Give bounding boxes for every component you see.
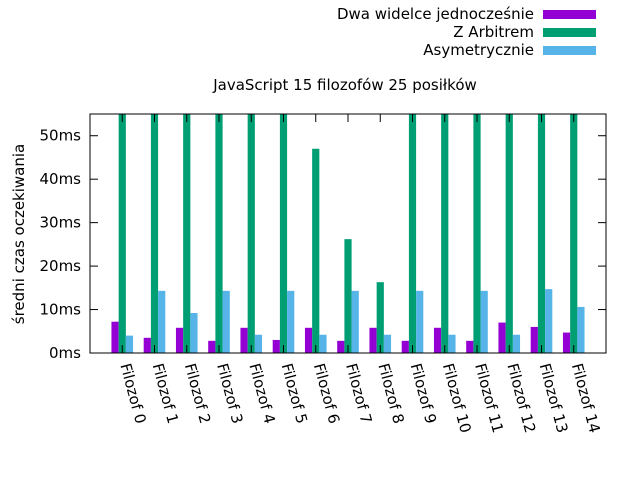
bar-2-12 — [505, 114, 513, 353]
bar-2-7 — [344, 239, 352, 353]
bar-3-2 — [190, 313, 198, 353]
bar-3-9 — [416, 290, 424, 353]
bar-3-11 — [480, 290, 488, 353]
x-tick-label: Filozof 14 — [568, 361, 604, 434]
x-tick-label: Filozof 3 — [213, 361, 246, 425]
bar-2-9 — [408, 114, 417, 353]
bar-2-8 — [376, 282, 384, 353]
bars — [111, 114, 585, 353]
bar-2-5 — [279, 114, 288, 353]
legend-swatch-3 — [543, 46, 596, 55]
x-tick-label: Filozof 12 — [503, 361, 539, 434]
legend-label-2: Z Arbitrem — [453, 23, 534, 41]
bar-2-2 — [183, 114, 191, 353]
bar-2-1 — [150, 114, 159, 353]
bar-2-0 — [118, 114, 126, 353]
y-axis-ticks: 0ms 10ms 20ms 30ms 40ms 50ms — [39, 127, 606, 362]
bar-3-10 — [448, 334, 456, 353]
bar-3-0 — [125, 335, 134, 353]
bar-1-0 — [111, 321, 119, 353]
x-tick-label: Filozof 5 — [278, 361, 311, 425]
bar-2-10 — [441, 114, 449, 353]
x-tick-label: Filozof 7 — [342, 361, 375, 425]
legend-swatch-2 — [543, 28, 596, 37]
x-tick-label: Filozof 0 — [116, 361, 149, 425]
bar-3-13 — [545, 289, 553, 353]
bar-1-3 — [208, 340, 216, 353]
chart-title: JavaScript 15 filozofów 25 posiłków — [212, 76, 477, 94]
bar-3-6 — [319, 334, 327, 353]
bar-1-2 — [175, 327, 184, 353]
y-tick-label: 40ms — [39, 170, 81, 188]
bar-1-9 — [401, 340, 409, 353]
x-tick-label: Filozof 8 — [374, 361, 407, 425]
bar-1-1 — [143, 337, 151, 353]
bar-2-14 — [570, 114, 578, 353]
bar-2-4 — [247, 114, 255, 353]
bar-1-7 — [337, 340, 345, 353]
bar-2-11 — [473, 114, 481, 353]
bar-1-12 — [498, 322, 506, 353]
y-tick-label: 50ms — [39, 127, 81, 145]
bar-1-10 — [433, 327, 442, 353]
x-tick-label: Filozof 2 — [181, 361, 214, 425]
bar-1-6 — [304, 327, 313, 353]
bar-3-1 — [158, 290, 166, 353]
bar-2-3 — [215, 114, 223, 353]
x-tick-label: Filozof 1 — [149, 361, 182, 425]
bar-3-7 — [351, 290, 359, 353]
x-tick-label: Filozof 10 — [439, 361, 475, 434]
bar-3-5 — [287, 290, 295, 353]
legend-label-3: Asymetrycznie — [423, 41, 534, 59]
bar-1-5 — [272, 339, 280, 353]
x-tick-label: Filozof 4 — [245, 361, 278, 425]
bar-1-4 — [240, 327, 248, 353]
bar-3-14 — [577, 306, 585, 353]
x-tick-label: Filozof 11 — [471, 361, 507, 434]
bar-3-3 — [222, 290, 230, 353]
y-axis-label: średni czas oczekiwania — [10, 144, 28, 324]
y-tick-label: 0ms — [49, 344, 81, 362]
bar-1-13 — [530, 326, 538, 353]
bar-3-4 — [254, 334, 263, 353]
legend-swatch-1 — [543, 10, 596, 19]
bar-2-13 — [537, 114, 546, 353]
bar-1-11 — [466, 340, 474, 353]
y-tick-label: 30ms — [39, 214, 81, 232]
bar-2-6 — [312, 148, 320, 353]
bar-1-14 — [562, 332, 571, 353]
x-tick-label: Filozof 6 — [310, 361, 343, 425]
x-tick-label: Filozof 13 — [536, 361, 572, 434]
y-tick-label: 10ms — [39, 301, 81, 319]
y-tick-label: 20ms — [39, 257, 81, 275]
bar-1-8 — [369, 327, 377, 353]
x-tick-label: Filozof 9 — [407, 361, 440, 425]
legend-label-1: Dwa widelce jednocześnie — [337, 5, 534, 23]
bar-3-8 — [383, 334, 392, 353]
bar-3-12 — [512, 334, 521, 353]
